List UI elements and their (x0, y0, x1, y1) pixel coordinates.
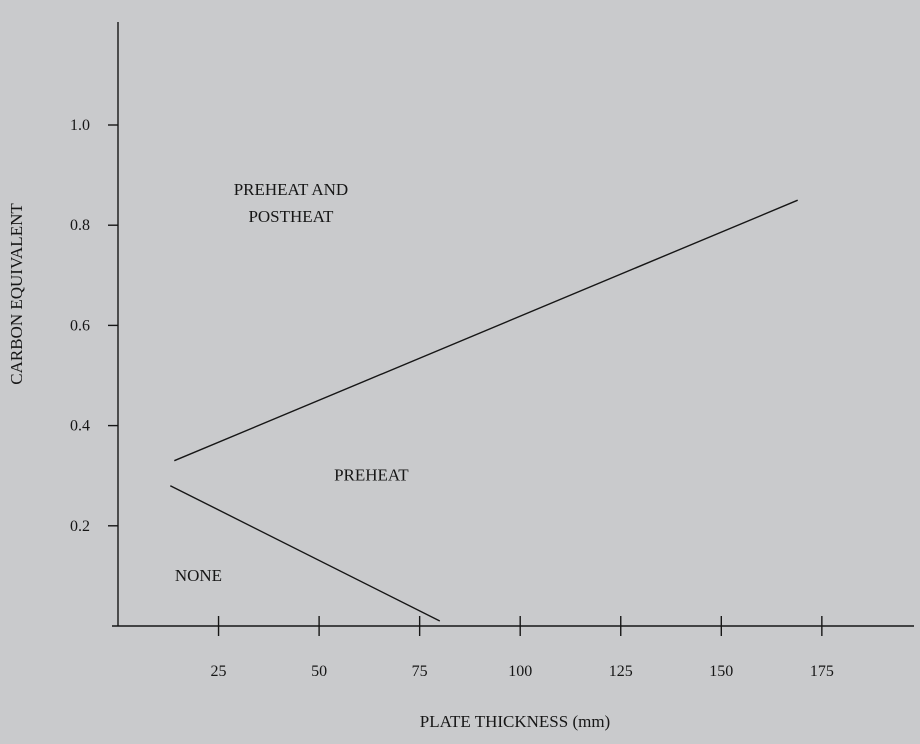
y-tick-label: 0.8 (70, 217, 90, 234)
x-tick-label: 150 (709, 663, 733, 680)
y-axis-title: CARBON EQUIVALENT (7, 203, 26, 385)
x-tick-label: 125 (609, 663, 633, 680)
region-label-line: PREHEAT AND (234, 180, 348, 199)
y-tick-label: 0.4 (70, 418, 90, 435)
region-label-line: PREHEAT (334, 466, 409, 485)
x-tick-label: 100 (508, 663, 532, 680)
x-tick-label: 75 (412, 663, 428, 680)
region-label: PREHEAT AND POSTHEAT (234, 180, 348, 226)
region-label: NONE (175, 566, 222, 585)
x-axis-ticks: 25 50 75 100 125 150 175 (211, 616, 834, 680)
y-tick-label: 0.2 (70, 518, 90, 535)
series-line (174, 199, 798, 462)
region-label: PREHEAT (334, 466, 409, 485)
x-axis-title: PLATE THICKNESS (mm) (420, 712, 610, 731)
y-axis-ticks: 0.2 0.4 0.6 0.8 1.0 (70, 117, 118, 535)
region-label-line: NONE (175, 566, 222, 585)
region-labels: PREHEAT AND POSTHEAT PREHEAT NONE (175, 180, 409, 585)
series-line (169, 485, 441, 622)
region-label-line: POSTHEAT (248, 207, 334, 226)
boundary-lines (169, 199, 798, 622)
x-tick-label: 50 (311, 663, 327, 680)
y-tick-label: 0.6 (70, 317, 90, 334)
y-tick-label: 1.0 (70, 117, 90, 134)
x-tick-label: 25 (211, 663, 227, 680)
x-tick-label: 175 (810, 663, 834, 680)
